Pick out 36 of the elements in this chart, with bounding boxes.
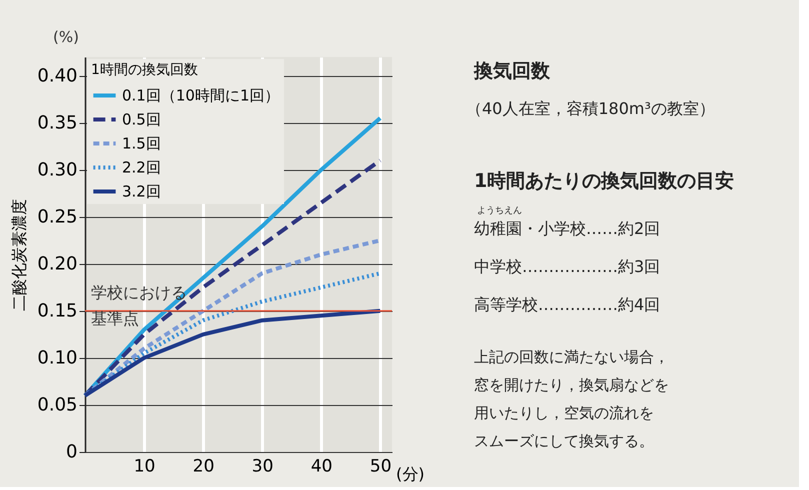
line-series — [83, 308, 382, 398]
text: 1時間あたりの換気回数の目安 — [474, 170, 734, 192]
y-tick-label: 0.05 — [37, 394, 78, 416]
y-tick-label: 0.35 — [37, 112, 78, 134]
text: (%) — [53, 28, 79, 46]
y-tick-label: 0.25 — [37, 206, 78, 228]
legend-title: 1時間の換気回数 — [91, 62, 198, 78]
text: ようちえん — [477, 206, 522, 216]
y-axis-title: 二酸化炭素濃度 — [9, 199, 28, 311]
x-tick-label: 50 — [370, 456, 392, 476]
x-axis-title: (分) — [396, 464, 424, 484]
text: 換気回数 — [473, 60, 551, 82]
legend-label: 1.5回 — [122, 134, 161, 152]
ref-line-label: 学校における基準点 — [91, 282, 187, 328]
x-tick-label: 10 — [134, 456, 156, 476]
text: スムーズにして換気する。 — [474, 432, 654, 450]
text: 上記の回数に満たない場合， — [474, 348, 669, 366]
y-tick-label: 0.40 — [37, 65, 78, 86]
y-tick-label: 0 — [66, 442, 78, 462]
text: 窓を開けたり，換気扇などを — [474, 376, 669, 394]
x-tick-label: 40 — [310, 456, 332, 476]
x-tick-label: 20 — [192, 456, 214, 476]
legend-label: 0.1回（10時間に1回） — [122, 86, 280, 104]
y-tick-label: 0.10 — [37, 347, 78, 368]
legend-label: 3.2回 — [122, 182, 161, 200]
text: 幼稚園・小学校……約2回 — [474, 219, 660, 238]
legend-label: 0.5回 — [122, 110, 161, 128]
text: （40人在室，容積180m³の教室） — [466, 99, 715, 118]
text: 用いたりし，空気の流れを — [474, 404, 654, 422]
y-tick-label: 0.20 — [37, 253, 78, 274]
y-tick-label: 0.30 — [37, 159, 78, 180]
y-tick-label: 0.15 — [37, 300, 78, 322]
text: 高等学校……………約4回 — [474, 295, 660, 314]
x-tick-label: 30 — [252, 456, 274, 476]
text: 中学校………………約3回 — [474, 257, 660, 276]
legend-label: 2.2回 — [122, 158, 161, 176]
